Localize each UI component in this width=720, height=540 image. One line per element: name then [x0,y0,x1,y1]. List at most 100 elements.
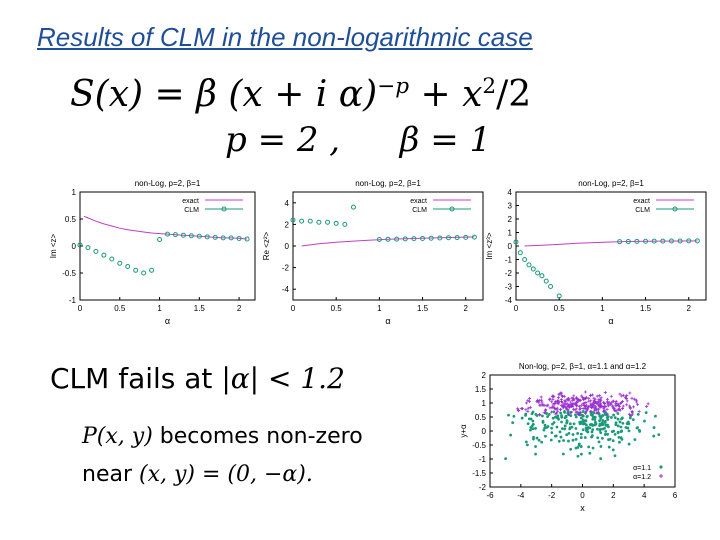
y-tick-label: 1 [482,399,487,408]
scatter-point-a12 [570,402,574,406]
data-point-CLM [141,270,147,276]
statement-near-math: (x, y) = (0, −α). [139,462,313,487]
data-point-CLM [543,278,549,284]
scatter-point-a11 [585,414,589,418]
scatter-point-a12 [634,398,638,402]
scatter-point-a11 [567,431,571,435]
data-point-CLM [625,239,631,245]
data-point-CLM [316,219,322,225]
legend-marker-a12 [659,474,663,478]
scatter-point-a11 [544,434,547,438]
data-point-CLM [376,237,382,243]
scatter-point-a11 [613,454,617,458]
scatter-point-a11 [619,436,623,440]
scatter-point-a12 [589,399,593,403]
scatter-point-a12 [559,408,563,412]
data-point-CLM [668,238,674,244]
scatter-point-a11 [574,427,578,430]
scatter-point-a12 [567,403,571,407]
scatter-point-a12 [627,412,631,416]
scatter-point-a12 [597,398,601,402]
data-point-CLM [101,252,107,258]
legend-label-a12: α=1.2 [633,474,651,481]
data-point-CLM [109,256,115,262]
x-tick-label: 1.5 [194,304,206,313]
scatter-point-a12 [611,404,615,408]
scatter-point-a12 [556,410,560,414]
x-tick-label: 0 [580,491,585,500]
scatter-point-a12 [611,406,615,410]
x-tick-label: 2 [611,491,616,500]
eq-paren: (x + i α) [228,74,378,115]
scatter-point-a11 [579,416,583,420]
data-point-CLM [196,233,202,239]
scatter-point-a11 [535,436,539,440]
plot-re-z2: non-Log, p=2, β=1 0 0.5 1 1.5 2 -4 -2 0 2 4 α Re <z²… [262,179,484,326]
data-point-CLM [437,235,443,241]
scatter-point-a11 [599,416,603,420]
scatter-point-a12 [548,406,552,410]
scatter-point-a12 [589,405,593,409]
scatter-point-a11 [610,430,614,434]
scatter-point-a11 [578,442,581,446]
eq-lhs: S(x) [70,74,144,115]
data-point-CLM [411,236,417,242]
eq-plus-x: + x [420,74,483,115]
data-point-CLM [77,242,83,248]
scatter-point-a11 [613,416,617,420]
scatter-point-a12 [562,394,566,398]
scatter-point-a12 [628,404,632,408]
scatter-point-a11 [611,439,615,443]
data-point-CLM [428,235,434,241]
y-tick-label: 1 [508,229,513,238]
scatter-point-a12 [613,409,617,413]
scatter-point-a12 [542,411,546,415]
scatter-point-a11 [534,445,537,448]
plot-title: non-Log, p=2, β=1 [355,179,421,188]
statement-clm-math: |α| < 1.2 [221,362,345,395]
scatter-point-a11 [596,436,600,440]
scatter-point-a11 [612,413,615,417]
eq-equals: = [154,74,185,115]
y-tick-label: -4 [282,285,290,294]
scatter-point-a12 [583,390,587,394]
scatter-point-a12 [596,410,600,414]
x-axis-label: x [580,503,585,513]
scatter-point-a12 [597,407,601,411]
data-point-CLM [535,270,541,276]
scatter-point-a11 [604,424,608,427]
scatter-point-a11 [558,430,562,434]
scatter-point-a12 [526,406,530,410]
scatter-point-a12 [602,407,606,411]
scatter-point-a11 [578,422,582,426]
x-tick-label: -2 [548,491,556,500]
scatter-point-a11 [532,437,535,441]
data-point-CLM [93,248,99,254]
x-tick-label: 0 [514,304,519,313]
scatter-point-a12 [605,407,609,411]
scatter-point-a11 [507,413,510,417]
scatter-point-a12 [575,404,579,408]
y-tick-label: 2 [285,220,290,229]
data-point-CLM [333,220,339,226]
scatter-point-a11 [584,419,588,423]
x-tick-label: 1 [377,304,382,313]
y-tick-label: -1 [479,455,487,464]
data-point-CLM [471,234,477,240]
scatter-point-a12 [614,399,618,403]
x-tick-label: 1 [157,304,162,313]
x-tick-label: 0.5 [331,304,343,313]
y-tick-label: 1 [72,188,77,197]
scatter-point-a12 [539,395,543,399]
scatter-point-a12 [593,405,597,409]
y-tick-label: -2 [479,483,487,492]
scatter-point-a11 [560,420,563,424]
scatter-point-a11 [621,416,624,420]
legend-label-CLM: CLM [635,207,650,214]
scatter-point-a12 [577,405,581,409]
scatter-point-a12 [583,411,587,415]
scatter-point-a12 [595,408,599,412]
equation-params: p = 2 , β = 1 [225,120,491,160]
scatter-point-a11 [559,411,563,415]
data-point-CLM [228,235,234,241]
